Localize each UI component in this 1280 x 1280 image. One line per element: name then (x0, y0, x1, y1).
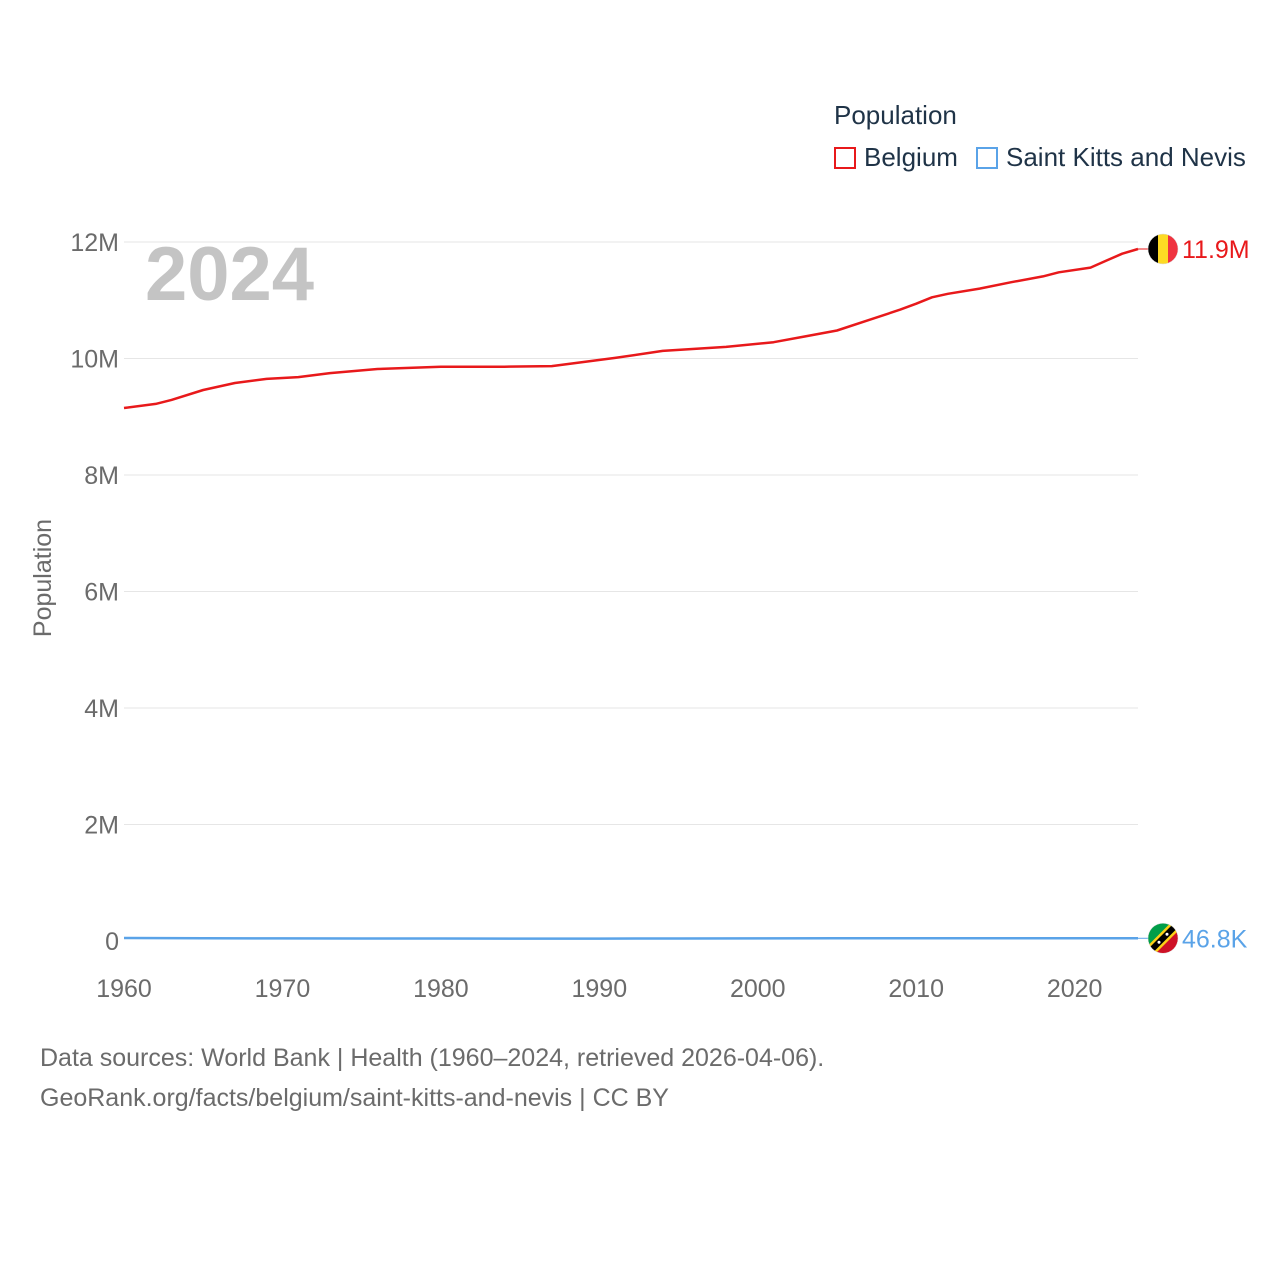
end-value-label: 11.9M (1182, 236, 1250, 264)
y-axis-ticks: 0 2M 4M 6M 8M 10M 12M (70, 229, 119, 956)
saint-kitts-and-nevis-flag-icon (1147, 923, 1179, 954)
year-watermark: 2024 (145, 232, 314, 317)
series-line-belgium (123, 247, 1139, 410)
footer-sources: Data sources: World Bank | Health (1960–… (40, 1044, 825, 1072)
y-tick-label: 0 (105, 928, 119, 956)
gridlines (124, 241, 1138, 825)
series-layer (123, 247, 1139, 940)
y-tick-label: 4M (84, 695, 119, 723)
x-tick-label: 1960 (96, 975, 152, 1003)
x-tick-label: 2010 (888, 975, 944, 1003)
y-tick-label: 6M (84, 579, 119, 607)
belgium-flag-icon (1147, 233, 1179, 265)
end-markers: 11.9M 46.8K (1138, 233, 1250, 954)
legend-label-belgium: Belgium (864, 142, 958, 172)
legend-item-saint-kitts[interactable]: Saint Kitts and Nevis (976, 142, 1246, 173)
legend-title: Population (834, 100, 957, 130)
y-tick-label: 10M (70, 346, 119, 374)
y-tick-label: 8M (84, 462, 119, 490)
x-axis-ticks: 1960 1970 1980 1990 2000 2010 2020 (96, 975, 1102, 1003)
legend-swatch-saint-kitts (976, 146, 998, 169)
footer-url: GeoRank.org/facts/belgium/saint-kitts-an… (40, 1084, 669, 1112)
x-tick-label: 1970 (255, 975, 311, 1003)
legend-label-saint-kitts: Saint Kitts and Nevis (1006, 142, 1246, 172)
series-line-saint-kitts-and-nevis (123, 936, 1138, 940)
y-tick-label: 12M (70, 229, 119, 257)
x-tick-label: 2020 (1047, 975, 1103, 1003)
x-tick-label: 1990 (572, 975, 628, 1003)
x-tick-label: 1980 (413, 975, 469, 1003)
end-value-label: 46.8K (1182, 925, 1248, 953)
legend-item-belgium[interactable]: Belgium (834, 142, 958, 173)
y-axis-label: Population (29, 519, 57, 637)
x-tick-label: 2000 (730, 975, 786, 1003)
legend-swatch-belgium (834, 146, 856, 169)
y-tick-label: 2M (84, 812, 119, 840)
